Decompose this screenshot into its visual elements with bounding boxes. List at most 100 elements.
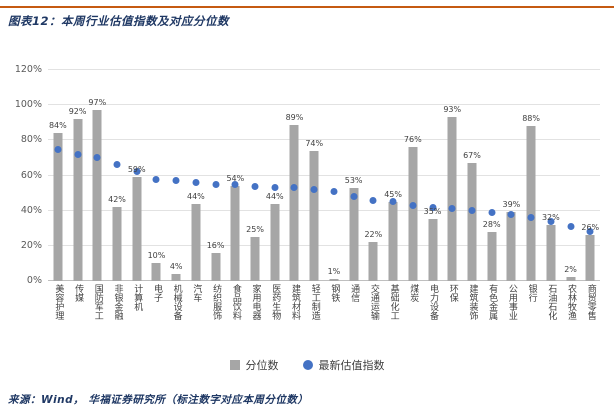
x-axis-label: 建筑材料: [289, 284, 300, 320]
x-axis-slot: 钢铁: [324, 284, 344, 302]
bar-value-label: 44%: [265, 191, 284, 201]
x-axis-slot: 美容护理: [48, 284, 68, 320]
percentile-bar: [349, 187, 359, 281]
chart-column: 74%: [304, 70, 324, 281]
valuation-index-dot: [271, 184, 279, 192]
chart-column: 35%: [423, 70, 443, 281]
valuation-index-dot: [547, 217, 555, 225]
gridlines: [48, 69, 600, 281]
x-axis-label: 商贸零售: [585, 284, 596, 320]
x-axis-label: 电力设备: [428, 284, 439, 320]
chart-column: 93%: [442, 70, 462, 281]
chart-column: 28%: [482, 70, 502, 281]
percentile-bar: [151, 263, 161, 281]
x-axis-label: 国防军工: [92, 284, 103, 320]
bar-value-label: 22%: [364, 230, 383, 240]
x-axis-slot: 建筑材料: [285, 284, 305, 320]
x-axis-slot: 农林牧渔: [561, 284, 581, 320]
x-axis-slot: 通信: [344, 284, 364, 302]
chart-column: 32%: [541, 70, 561, 281]
valuation-index-dot: [172, 177, 180, 185]
percentile-bar: [230, 186, 240, 281]
valuation-index-dot: [74, 150, 82, 158]
valuation-index-dot: [448, 205, 456, 213]
x-axis-slot: 家用电器: [245, 284, 265, 320]
bar-value-label: 88%: [522, 114, 540, 124]
valuation-index-dot: [251, 182, 259, 190]
x-axis-slot: 有色金属: [482, 284, 502, 320]
percentile-bar: [546, 224, 556, 281]
bar-value-label: 89%: [285, 112, 304, 122]
chart-column: 88%: [521, 70, 541, 281]
bar-value-label: 45%: [384, 189, 402, 199]
x-axis-slot: 食品饮料: [225, 284, 245, 320]
chart-column: 89%: [285, 70, 305, 281]
x-axis-slot: 商贸零售: [580, 284, 600, 320]
chart-column: 4%: [166, 70, 186, 281]
x-axis-slot: 基础化工: [383, 284, 403, 320]
chart-column: 54%: [225, 70, 245, 281]
percentile-bar: [112, 207, 122, 281]
gridline: [48, 209, 600, 211]
x-axis-label: 计算机: [132, 284, 143, 311]
bar-value-label: 1%: [327, 267, 341, 277]
x-axis-label: 非银金融: [112, 284, 123, 320]
y-tick-label: 60%: [20, 169, 42, 181]
bar-value-label: 32%: [541, 212, 560, 222]
chart-column: 26%: [580, 70, 600, 281]
bar-value-label: 84%: [48, 121, 67, 131]
valuation-index-dot: [429, 203, 437, 211]
x-axis-slot: 非银金融: [107, 284, 127, 320]
bar-value-label: 44%: [187, 191, 205, 201]
x-axis-slot: 公用事业: [502, 284, 522, 320]
valuation-index-dot: [527, 214, 535, 222]
plot-area: 84% 92% 97% 42% 59% 10% 4% 44% 16% 54% 25% 44% 89% 74…: [48, 70, 600, 281]
x-axis-slot: 煤炭: [403, 284, 423, 302]
x-axis-label: 环保: [447, 284, 458, 302]
y-tick-label: 100%: [14, 99, 42, 111]
chart-column: 44%: [186, 70, 206, 281]
x-axis-label: 建筑装饰: [467, 284, 478, 320]
bar-value-label: 39%: [502, 200, 521, 210]
percentile-bar: [289, 124, 299, 281]
chart-legend: 分位数 最新估值指数: [0, 357, 614, 373]
percentile-bar: [447, 117, 457, 281]
gridline: [48, 244, 600, 246]
percentile-bar: [368, 242, 378, 281]
x-axis-slot: 交通运输: [364, 284, 384, 320]
x-axis-label: 农林牧渔: [566, 284, 577, 320]
percentile-bar: [388, 201, 398, 281]
bar-value-label: 10%: [147, 251, 166, 261]
x-axis-slot: 轻工制造: [304, 284, 324, 320]
percentile-bar: [53, 133, 63, 281]
chart-column: 2%: [561, 70, 581, 281]
percentile-bar: [408, 147, 418, 281]
figure-title: 图表12：本周行业估值指数及对应分位数: [8, 14, 230, 28]
bar-value-label: 93%: [443, 105, 462, 115]
chart-column: 22%: [364, 70, 384, 281]
chart-column: 25%: [245, 70, 265, 281]
valuation-index-dot: [310, 186, 318, 194]
y-tick-label: 40%: [20, 204, 42, 216]
x-axis-slot: 纺织服饰: [206, 284, 226, 320]
x-axis-label: 机械设备: [171, 284, 182, 320]
x-axis-label: 基础化工: [388, 284, 399, 320]
y-tick-label: 20%: [20, 239, 42, 251]
gridline: [48, 174, 600, 176]
x-axis-slot: 银行: [521, 284, 541, 302]
gridline: [48, 139, 600, 141]
x-axis-label: 石油石化: [546, 284, 557, 320]
valuation-index-dot: [212, 180, 220, 188]
percentile-bar: [329, 279, 339, 281]
valuation-index-dot: [369, 196, 377, 204]
x-axis-slot: 传媒: [68, 284, 88, 302]
valuation-index-dot: [586, 228, 594, 236]
x-axis-label: 家用电器: [250, 284, 261, 320]
bar-value-label: 97%: [88, 98, 107, 108]
x-axis-label: 电子: [151, 284, 162, 302]
gridline: [48, 280, 600, 281]
x-axis-label: 纺织服饰: [211, 284, 222, 320]
valuation-index-dot: [152, 175, 160, 183]
x-axis-slot: 国防军工: [87, 284, 107, 320]
bar-value-label: 25%: [246, 225, 264, 235]
